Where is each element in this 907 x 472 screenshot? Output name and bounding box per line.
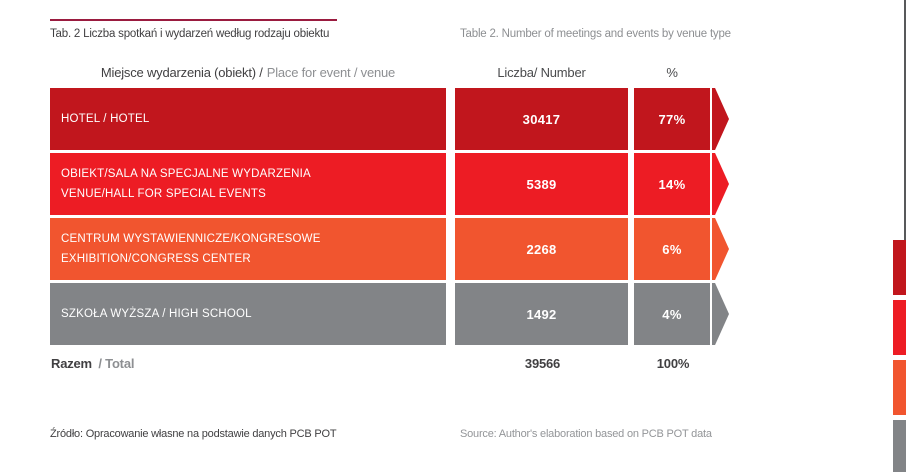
row-label-pl: HOTEL / HOTEL [61,112,150,125]
row-label-pl: CENTRUM WYSTAWIENNICZE/KONGRESOWE [61,232,321,245]
column-gap [446,283,455,345]
column-gap [446,218,455,280]
total-label: Razem / Total [50,356,447,371]
table-row-high-school: SZKOŁA WYŻSZA / HIGH SCHOOL 1492 4% [50,283,730,345]
row-label-pl: OBIEKT/SALA NA SPECJALNE WYDARZENIA [61,167,311,180]
row-arrow-icon [712,88,729,150]
column-gap [446,153,455,215]
page-edge-tab [893,300,906,355]
table-header-row: Miejsce wydarzenia (obiekt) / Place for … [50,60,730,88]
row-count-cell: 2268 [455,218,628,280]
arrow-slot [710,60,729,88]
row-label-cell: CENTRUM WYSTAWIENNICZE/KONGRESOWE EXHIBI… [50,218,446,280]
section-rule [50,19,337,21]
row-label-en: EXHIBITION/CONGRESS CENTER [61,253,251,265]
header-percent: % [666,65,678,80]
row-label-pl: SZKOŁA WYŻSZA / HIGH SCHOOL [61,307,252,320]
page-edge-rule [904,0,906,241]
total-label-en: / Total [98,355,135,371]
table-total-row: Razem / Total 39566 100% [50,353,730,373]
row-label-cell: SZKOŁA WYŻSZA / HIGH SCHOOL [50,283,446,345]
row-arrow-icon [712,218,729,280]
page-edge-tab [893,360,906,415]
row-count-cell: 5389 [455,153,628,215]
header-venue-pl: Miejsce wydarzenia (obiekt) / [100,65,263,80]
row-percent-cell: 4% [634,283,710,345]
source-note-pl: Źródło: Opracowanie własne na podstawie … [50,428,337,440]
total-label-pl: Razem [51,355,92,371]
row-arrow-icon [712,153,729,215]
total-count: 39566 [524,355,561,371]
column-gap [446,88,455,150]
venue-table: Miejsce wydarzenia (obiekt) / Place for … [50,60,730,373]
row-label-cell: OBIEKT/SALA NA SPECJALNE WYDARZENIA VENU… [50,153,446,215]
table-caption-pl: Tab. 2 Liczba spotkań i wydarzeń według … [50,28,330,40]
row-count-cell: 1492 [455,283,628,345]
header-count: Liczba/ Number [497,65,586,80]
column-gap [446,60,455,88]
header-venue: Miejsce wydarzenia (obiekt) / Place for … [50,60,446,88]
row-percent-cell: 77% [634,88,710,150]
row-label-cell: HOTEL / HOTEL [50,88,446,150]
row-count-cell: 30417 [455,88,628,150]
table-row-special-events-venue: OBIEKT/SALA NA SPECJALNE WYDARZENIA VENU… [50,153,730,215]
table-row-congress-center: CENTRUM WYSTAWIENNICZE/KONGRESOWE EXHIBI… [50,218,730,280]
row-label-en: VENUE/HALL FOR SPECIAL EVENTS [61,188,266,200]
table-row-hotel: HOTEL / HOTEL 30417 77% [50,88,730,150]
header-venue-en: Place for event / venue [266,65,396,80]
row-percent-cell: 14% [634,153,710,215]
source-note-en: Source: Author's elaboration based on PC… [460,428,712,440]
page-edge-tab [893,420,906,472]
page-edge-tab [893,240,906,295]
table-caption-en: Table 2. Number of meetings and events b… [460,28,731,40]
row-percent-cell: 6% [634,218,710,280]
total-percent: 100% [656,355,690,371]
row-arrow-icon [712,283,729,345]
